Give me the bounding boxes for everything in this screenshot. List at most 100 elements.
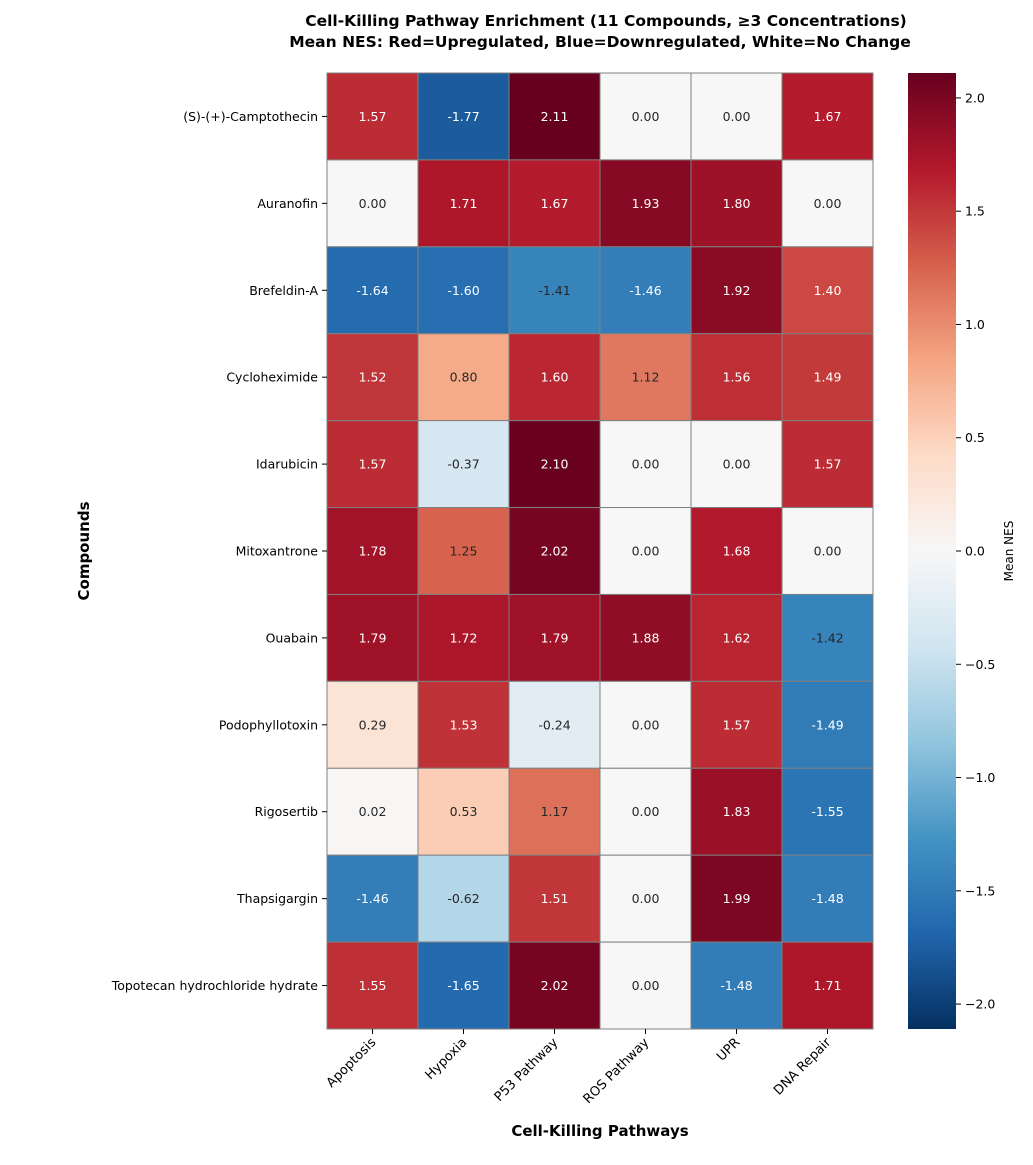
heatmap-cell [417, 854, 510, 943]
cell-value-label: 1.83 [723, 804, 751, 819]
column-label: Hypoxia [423, 1035, 471, 1083]
column-label: DNA Repair [771, 1035, 835, 1099]
cell-value-label: 1.53 [450, 717, 478, 732]
cell-value-label: 2.02 [541, 544, 569, 559]
row-labels: (S)-(+)-Camptothecin Auranofin Brefeldin-A… [111, 109, 327, 993]
heatmap-cell [417, 72, 510, 161]
heatmap-cell [690, 246, 783, 335]
cell-value-label: -0.37 [447, 457, 479, 472]
cell-value-label: 1.79 [541, 630, 569, 645]
cell-value-label: 1.92 [723, 283, 751, 298]
cell-value-label: 1.57 [814, 457, 842, 472]
cell-value-label: 1.25 [450, 544, 478, 559]
colorbar-tick-label: 1.0 [965, 317, 985, 332]
row-label: Ouabain [266, 630, 318, 645]
cell-value-label: 0.00 [632, 544, 660, 559]
cell-value-label: 2.11 [541, 109, 569, 124]
heatmap-cell [326, 854, 419, 943]
chart-title: Cell-Killing Pathway Enrichment (11 Comp… [305, 12, 907, 30]
row-label: Auranofin [257, 196, 318, 211]
colorbar-tick-label: −1.5 [965, 883, 995, 898]
heatmap-cell [508, 767, 601, 856]
cell-value-label: 1.12 [632, 370, 660, 385]
cell-value-label: -1.48 [811, 891, 843, 906]
heatmap-cell [781, 159, 874, 248]
heatmap-cell [599, 159, 692, 248]
cell-value-label: 0.00 [632, 891, 660, 906]
cell-value-label: 0.00 [723, 109, 751, 124]
heatmap-cell [781, 333, 874, 422]
row-label: Cycloheximide [226, 370, 318, 385]
cell-value-label: 0.00 [632, 109, 660, 124]
heatmap-cell [690, 680, 783, 769]
heatmap-cell [326, 246, 419, 335]
heatmap-cell [599, 246, 692, 335]
heatmap-cell [599, 593, 692, 682]
cell-value-label: 0.53 [450, 804, 478, 819]
heatmap-cell [326, 333, 419, 422]
heatmap-cell [781, 767, 874, 856]
cell-value-label: 1.57 [359, 457, 387, 472]
colorbar-tick-label: 0.0 [965, 544, 985, 559]
column-labels: Apoptosis Hypoxia P53 Pathway ROS Pathway UP… [324, 1029, 835, 1107]
heatmap-cell [508, 333, 601, 422]
heatmap-cell [326, 507, 419, 595]
cell-value-label: 1.56 [723, 370, 751, 385]
cell-value-label: 0.80 [450, 370, 478, 385]
heatmap-cell [690, 507, 783, 595]
heatmap-cell [326, 680, 419, 769]
cell-value-label: 0.00 [632, 978, 660, 993]
column-label: P53 Pathway [492, 1035, 562, 1105]
cell-value-label: -1.55 [811, 804, 843, 819]
cell-value-label: 0.00 [814, 544, 842, 559]
heatmap-cell [508, 246, 601, 335]
cell-value-label: -1.42 [811, 630, 843, 645]
cell-value-label: -1.41 [538, 283, 570, 298]
heatmap-cell [599, 680, 692, 769]
row-label: Brefeldin-A [249, 283, 318, 298]
heatmap-cell [508, 72, 601, 161]
heatmap-cell [508, 420, 601, 509]
row-label: Topotecan hydrochloride hydrate [111, 978, 319, 993]
colorbar-label: Mean NES [1002, 521, 1016, 582]
heatmap-cell [599, 420, 692, 509]
cell-value-label: 1.40 [814, 283, 842, 298]
cell-value-label: 1.52 [359, 370, 387, 385]
cell-value-label: 1.71 [814, 978, 842, 993]
cell-value-label: 0.00 [632, 804, 660, 819]
cell-value-label: 1.99 [723, 891, 751, 906]
heatmap-cell [599, 941, 692, 1030]
column-label: UPR [714, 1035, 743, 1064]
colorbar-tick-label: −2.0 [965, 997, 995, 1012]
cell-value-label: -1.49 [811, 717, 843, 732]
y-axis-label: Compounds [75, 501, 93, 600]
cell-value-label: -1.60 [447, 283, 479, 298]
cell-value-label: -1.77 [447, 109, 479, 124]
cell-value-label: 0.00 [632, 717, 660, 732]
cell-value-label: 1.49 [814, 370, 842, 385]
heatmap-cell [690, 333, 783, 422]
heatmap-cell [326, 941, 419, 1030]
heatmap-cell [417, 246, 510, 335]
cell-value-label: -1.65 [447, 978, 479, 993]
heatmap-cell [326, 593, 419, 682]
cell-value-label: 1.17 [541, 804, 569, 819]
cell-value-label: 1.71 [450, 196, 478, 211]
heatmap-cell [781, 680, 874, 769]
heatmap-cell [326, 420, 419, 509]
heatmap-cell [417, 159, 510, 248]
cell-value-label: -1.46 [629, 283, 661, 298]
x-axis-label: Cell-Killing Pathways [511, 1122, 688, 1140]
cell-value-label: 0.00 [632, 457, 660, 472]
heatmap-cell [690, 72, 783, 161]
colorbar-tick-label: 0.5 [965, 430, 985, 445]
colorbar [908, 73, 956, 1029]
cell-value-label: 1.79 [359, 630, 387, 645]
heatmap-cell [508, 593, 601, 682]
heatmap-cell [781, 246, 874, 335]
cell-value-label: 1.51 [541, 891, 569, 906]
cell-value-label: -0.24 [538, 717, 570, 732]
colorbar-tick-label: 1.5 [965, 204, 985, 219]
cell-value-label: 1.80 [723, 196, 751, 211]
